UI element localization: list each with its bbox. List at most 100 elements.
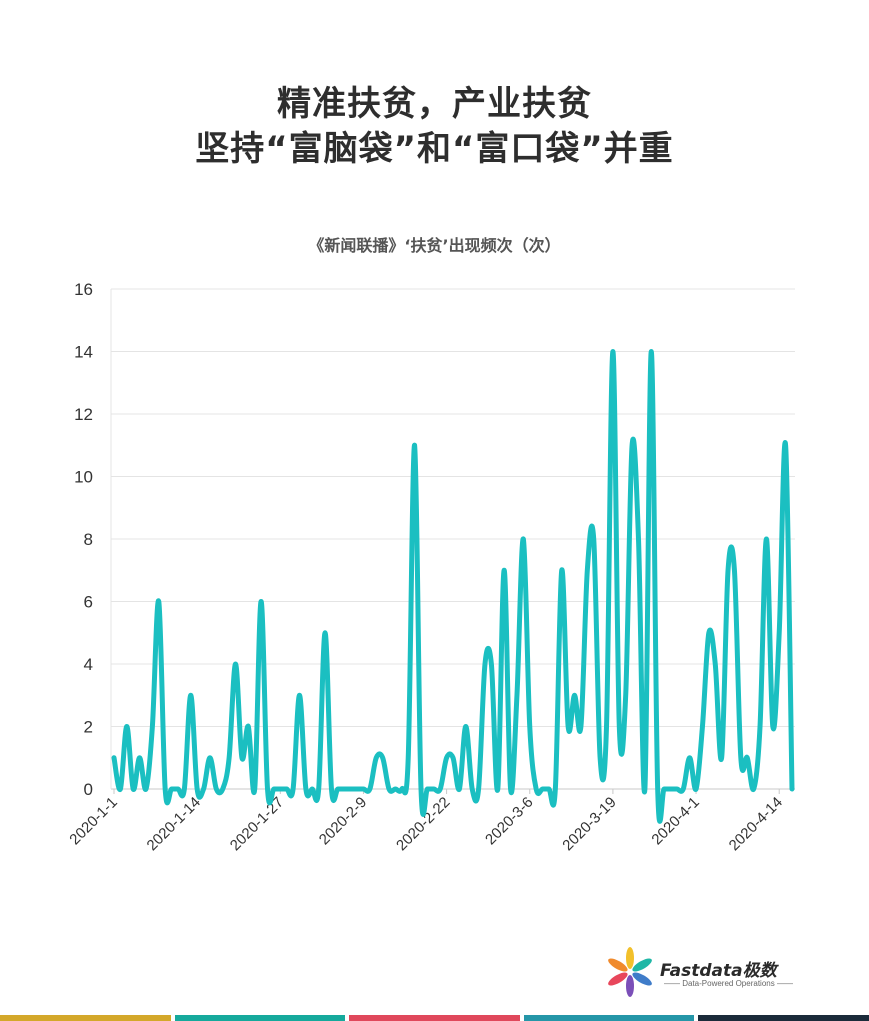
data-point	[413, 443, 417, 447]
data-point	[240, 756, 244, 760]
data-point	[605, 725, 609, 729]
data-point	[694, 787, 698, 791]
data-point	[310, 787, 314, 791]
data-point	[457, 787, 461, 791]
data-point	[598, 756, 602, 760]
data-point	[195, 787, 199, 791]
data-point	[387, 787, 391, 791]
data-point	[758, 725, 762, 729]
data-point	[675, 787, 679, 791]
data-point	[157, 600, 161, 604]
data-point	[656, 787, 660, 791]
data-points	[112, 350, 794, 792]
data-point	[592, 537, 596, 541]
data-point	[374, 756, 378, 760]
series	[111, 349, 795, 824]
logo-name: Fastdata极数	[660, 961, 777, 981]
data-point	[144, 787, 148, 791]
data-point	[342, 787, 346, 791]
data-point	[668, 787, 672, 791]
data-point	[739, 756, 743, 760]
series-line	[111, 349, 795, 824]
x-tick-label: 2020-4-14	[726, 794, 786, 854]
y-tick-label: 14	[74, 343, 93, 362]
data-point	[266, 787, 270, 791]
data-point	[477, 787, 481, 791]
y-tick-label: 2	[84, 718, 93, 737]
data-point	[790, 787, 794, 791]
data-point	[464, 725, 468, 729]
data-point	[732, 568, 736, 572]
data-point	[445, 756, 449, 760]
data-point	[432, 787, 436, 791]
data-point	[336, 787, 340, 791]
data-point	[297, 693, 301, 697]
data-point	[764, 537, 768, 541]
x-tick-label: 2020-2-9	[316, 794, 370, 848]
data-point	[112, 756, 116, 760]
data-point	[560, 568, 564, 572]
data-point	[355, 787, 359, 791]
data-point	[636, 537, 640, 541]
data-point	[700, 725, 704, 729]
x-tick-label: 2020-3-19	[559, 794, 619, 854]
data-point	[202, 787, 206, 791]
data-point	[752, 787, 756, 791]
color-bar-segment	[698, 1015, 869, 1021]
y-axis: 0 2 4 6 8 10 12 14 16	[74, 280, 112, 799]
logo-tagline: —— Data-Powered Operations ——	[664, 979, 793, 988]
data-point	[176, 787, 180, 791]
fastdata-logo: Fastdata极数 —— Data-Powered Operations ——	[604, 944, 804, 1004]
data-point	[246, 725, 250, 729]
data-point	[547, 787, 551, 791]
data-point	[611, 350, 615, 354]
data-point	[509, 787, 513, 791]
data-point	[624, 693, 628, 697]
data-point	[138, 756, 142, 760]
y-tick-label: 4	[84, 655, 93, 674]
data-point	[521, 537, 525, 541]
data-point	[681, 787, 685, 791]
data-point	[534, 787, 538, 791]
headline-line-1: 精准扶贫，产业扶贫	[277, 84, 592, 124]
data-point	[528, 725, 532, 729]
data-point	[720, 756, 724, 760]
data-point	[630, 443, 634, 447]
x-tick-label: 2020-1-1	[66, 794, 120, 848]
data-point	[381, 756, 385, 760]
chart-title: 《新闻联播》‘扶贫’出现频次（次）	[308, 236, 561, 255]
data-point	[617, 725, 621, 729]
data-point	[649, 350, 653, 354]
data-point	[662, 787, 666, 791]
data-point	[118, 787, 122, 791]
data-point	[643, 787, 647, 791]
data-point	[285, 787, 289, 791]
data-point	[189, 693, 193, 697]
data-point	[253, 787, 257, 791]
flower-logo-icon	[608, 947, 652, 997]
data-point	[227, 756, 231, 760]
color-bar-segment	[0, 1015, 171, 1021]
data-point	[707, 631, 711, 635]
data-point	[349, 787, 353, 791]
data-point	[483, 662, 487, 666]
data-point	[131, 787, 135, 791]
color-bar-segment	[174, 1015, 346, 1021]
data-point	[470, 787, 474, 791]
data-point	[745, 756, 749, 760]
data-point	[713, 662, 717, 666]
data-point	[566, 725, 570, 729]
data-point	[163, 787, 167, 791]
data-point	[777, 631, 781, 635]
data-point	[400, 787, 404, 791]
y-tick-label: 0	[84, 780, 93, 799]
data-point	[221, 787, 225, 791]
data-point	[182, 787, 186, 791]
data-point	[451, 756, 455, 760]
data-point	[496, 787, 500, 791]
y-tick-label: 6	[84, 593, 93, 612]
data-point	[150, 725, 154, 729]
y-tick-label: 16	[74, 280, 93, 299]
data-point	[726, 568, 730, 572]
data-point	[393, 787, 397, 791]
